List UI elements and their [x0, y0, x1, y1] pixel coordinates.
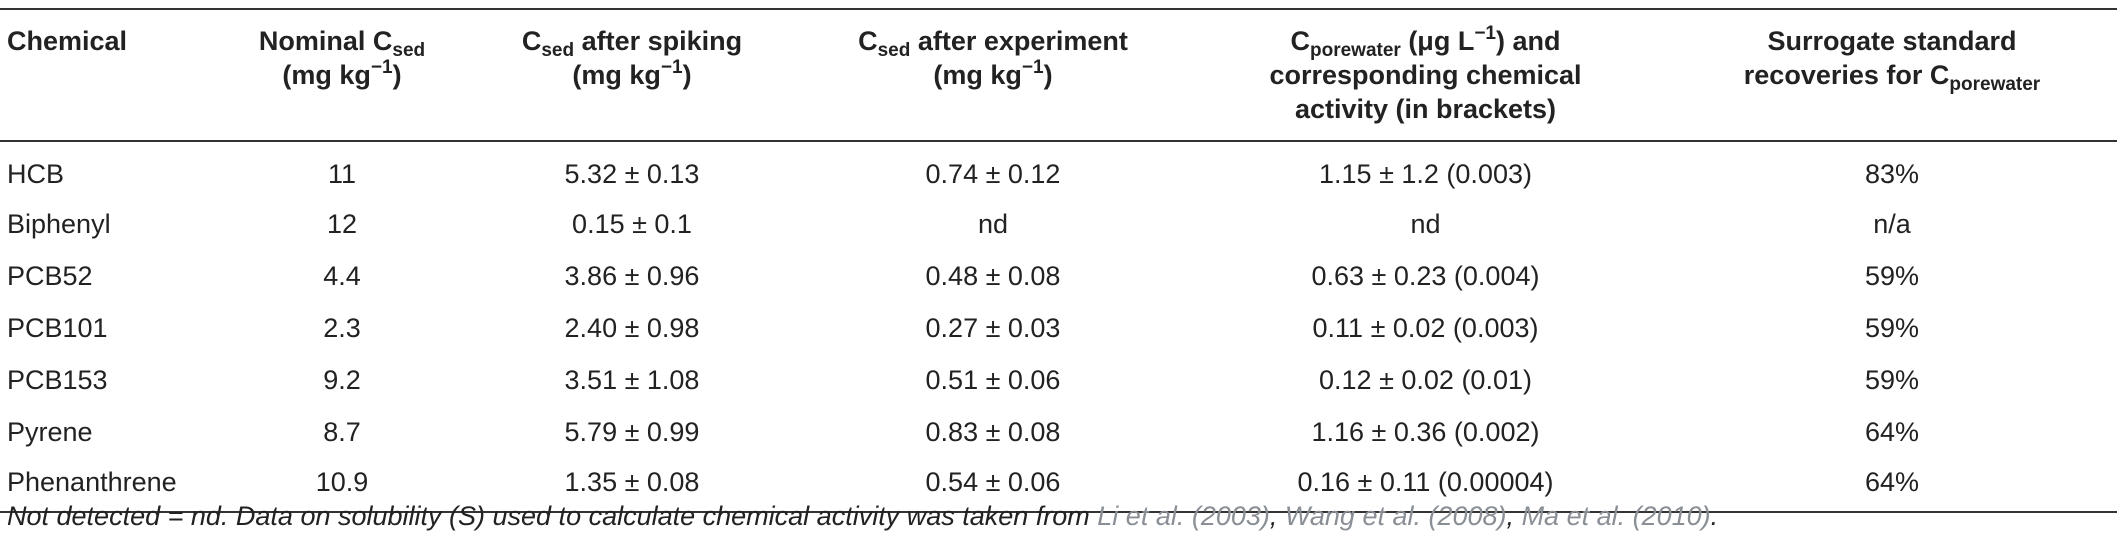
csed-experiment-value: nd — [977, 209, 1009, 239]
recovery-value: 59% — [1864, 313, 1920, 343]
nominal-csed-value: 10.9 — [315, 467, 369, 497]
reference-link-ma-2010[interactable]: Ma et al. (2010) — [1521, 501, 1711, 531]
header-cporewater-activity: Cporewater (μg L−1) and corresponding ch… — [1269, 23, 1582, 124]
footnote-text: Not detected = nd. Data on solubility (S… — [7, 501, 1098, 531]
recovery-value: 59% — [1864, 261, 1920, 291]
recovery-value: n/a — [1873, 209, 1911, 239]
chemical-name: PCB52 — [7, 261, 93, 291]
csed-spiking-value: 0.15 ± 0.1 — [572, 209, 692, 239]
table-body: HCB 11 5.32 ± 0.13 0.74 ± 0.12 1.15 ± 1.2 (0… — [0, 141, 2117, 512]
cporewater-value: 0.16 ± 0.11 (0.00004) — [1297, 467, 1554, 497]
table-row: PCB101 2.3 2.40 ± 0.98 0.27 ± 0.03 0.11 ± 0.… — [0, 302, 2117, 354]
chemical-name: Phenanthrene — [7, 467, 177, 497]
header-row: Chemical Nominal Csed (mg kg−1) Csed aft… — [0, 9, 2117, 141]
chemical-name: PCB153 — [7, 365, 108, 395]
csed-experiment-value: 0.74 ± 0.12 — [925, 159, 1061, 189]
table-row: PCB52 4.4 3.86 ± 0.96 0.48 ± 0.08 0.63 ± 0.2… — [0, 250, 2117, 302]
csed-spiking-value: 3.86 ± 0.96 — [564, 261, 700, 291]
cporewater-value: 0.11 ± 0.02 (0.003) — [1312, 313, 1539, 343]
csed-spiking-value: 2.40 ± 0.98 — [564, 313, 700, 343]
recovery-value: 64% — [1864, 417, 1920, 447]
header-nominal-csed: Nominal Csed (mg kg−1) — [258, 26, 426, 90]
table-row: HCB 11 5.32 ± 0.13 0.74 ± 0.12 1.15 ± 1.2 (0… — [0, 141, 2117, 198]
header-csed-after-spiking: Csed after spiking (mg kg−1) — [521, 26, 743, 90]
nominal-csed-value: 11 — [327, 159, 357, 189]
cporewater-value: 1.15 ± 1.2 (0.003) — [1319, 159, 1532, 189]
chemical-name: HCB — [7, 159, 65, 189]
cporewater-value: 0.12 ± 0.02 (0.01) — [1319, 365, 1532, 395]
chemical-name: Biphenyl — [7, 209, 111, 239]
csed-experiment-value: 0.83 ± 0.08 — [925, 417, 1061, 447]
table-row: Biphenyl 12 0.15 ± 0.1 nd nd n/a — [0, 198, 2117, 250]
nominal-csed-value: 12 — [326, 209, 358, 239]
reference-link-li-2003[interactable]: Li et al. (2003) — [1097, 501, 1270, 531]
csed-experiment-value: 0.27 ± 0.03 — [925, 313, 1061, 343]
header-chemical: Chemical — [7, 26, 128, 56]
cporewater-value: nd — [1410, 209, 1441, 239]
csed-spiking-value: 1.35 ± 0.08 — [564, 467, 700, 497]
recovery-value: 64% — [1864, 467, 1920, 497]
nominal-csed-value: 2.3 — [323, 313, 361, 343]
nominal-csed-value: 9.2 — [323, 365, 361, 395]
csed-experiment-value: 0.54 ± 0.06 — [925, 467, 1061, 497]
chemical-data-table: Chemical Nominal Csed (mg kg−1) Csed aft… — [0, 8, 2117, 513]
chemical-name: Pyrene — [7, 417, 93, 447]
table-row: Phenanthrene 10.9 1.35 ± 0.08 0.54 ± 0.06 0.… — [0, 458, 2117, 512]
reference-link-wang-2008[interactable]: Wang et al. (2008) — [1284, 501, 1507, 531]
csed-experiment-value: 0.51 ± 0.06 — [925, 365, 1061, 395]
header-csed-after-experiment: Csed after experiment (mg kg−1) — [858, 26, 1128, 90]
csed-spiking-value: 3.51 ± 1.08 — [564, 365, 700, 395]
table-header: Chemical Nominal Csed (mg kg−1) Csed aft… — [0, 9, 2117, 141]
chemical-name: PCB101 — [7, 313, 108, 343]
nominal-csed-value: 4.4 — [323, 261, 361, 291]
header-surrogate-recoveries: Surrogate standard recoveries for Cporew… — [1743, 26, 2041, 95]
table-row: Pyrene 8.7 5.79 ± 0.99 0.83 ± 0.08 1.16 ± 0.… — [0, 406, 2117, 458]
recovery-value: 83% — [1864, 159, 1920, 189]
csed-spiking-value: 5.32 ± 0.13 — [564, 159, 700, 189]
recovery-value: 59% — [1864, 365, 1920, 395]
table-row: PCB153 9.2 3.51 ± 1.08 0.51 ± 0.06 0.12 ± 0.… — [0, 354, 2117, 406]
csed-experiment-value: 0.48 ± 0.08 — [925, 261, 1061, 291]
cporewater-value: 1.16 ± 0.36 (0.002) — [1311, 417, 1540, 447]
nominal-csed-value: 8.7 — [323, 417, 361, 447]
csed-spiking-value: 5.79 ± 0.99 — [564, 417, 700, 447]
table-footnote: Not detected = nd. Data on solubility (S… — [7, 501, 1719, 531]
cporewater-value: 0.63 ± 0.23 (0.004) — [1311, 261, 1540, 291]
